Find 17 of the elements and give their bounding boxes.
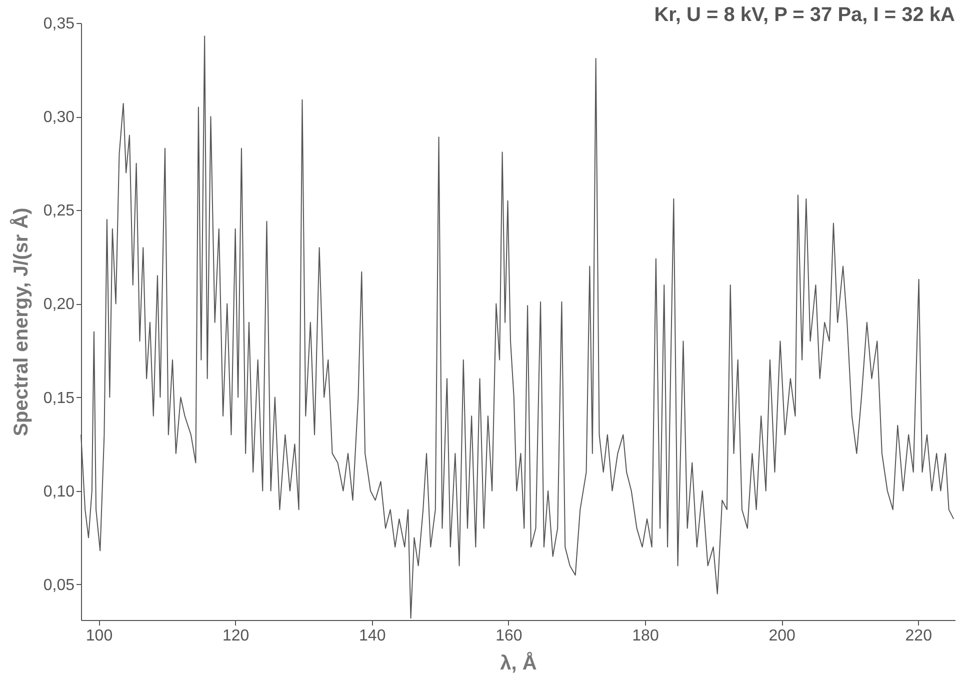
y-tick-label: 0,05 — [43, 576, 75, 594]
x-tick-label: 180 — [632, 628, 659, 644]
x-tick-label: 160 — [496, 628, 522, 644]
y-axis-title: Spectral energy, J/(sr Å) — [9, 208, 32, 436]
x-tick-label: 200 — [768, 628, 796, 644]
x-tick-label: 120 — [222, 628, 250, 644]
x-tick-label: 220 — [905, 628, 932, 644]
y-tick-label: 0,20 — [43, 296, 75, 314]
y-tick-label: 0,30 — [43, 109, 75, 126]
chart-title: Kr, U = 8 kV, P = 37 Pa, I = 32 kA — [654, 4, 955, 26]
y-tick-label: 0,10 — [43, 483, 75, 500]
y-tick-label: 0,15 — [43, 390, 75, 407]
x-tick-label: 140 — [359, 628, 386, 644]
y-tick-label: 0,35 — [43, 16, 75, 32]
y-tick-label: 0,25 — [43, 202, 75, 220]
x-tick-label: 100 — [86, 628, 113, 644]
x-axis-title: λ, Å — [500, 652, 537, 674]
